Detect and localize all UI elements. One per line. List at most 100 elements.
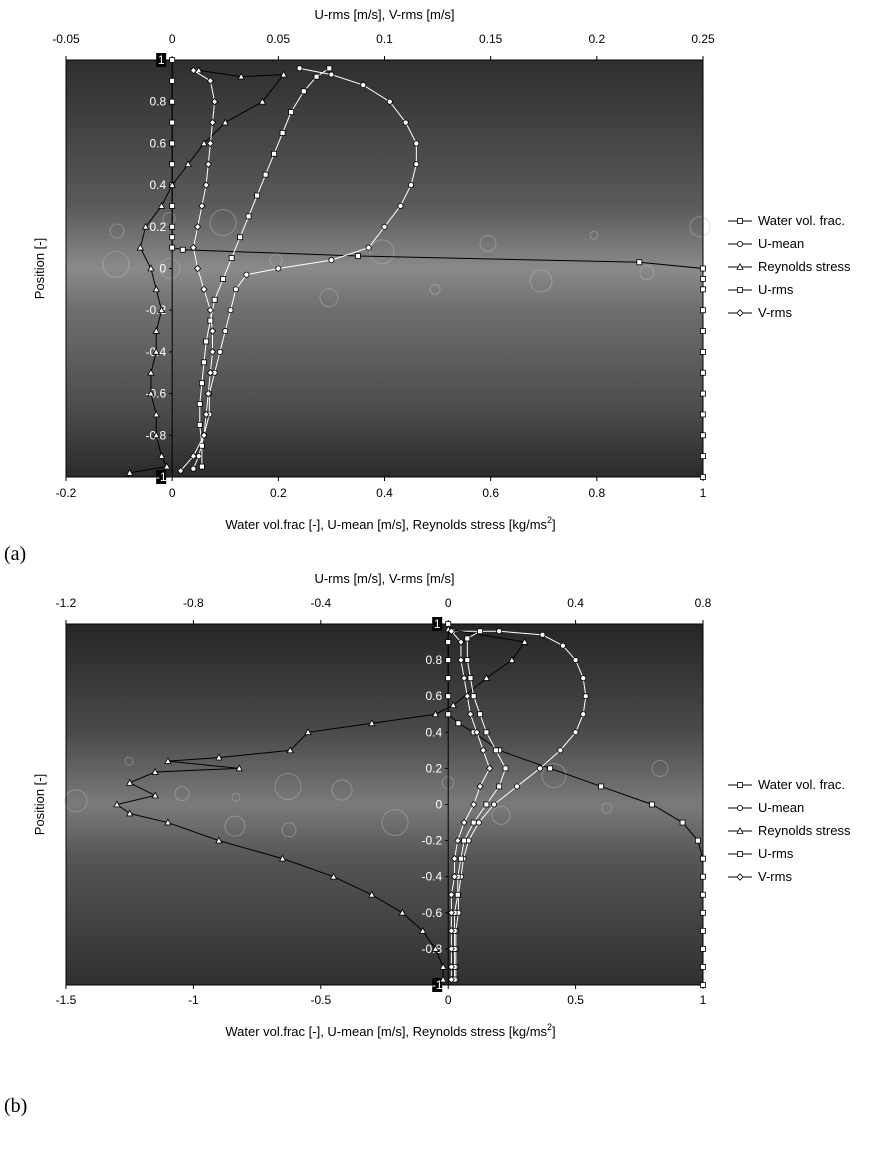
data-point bbox=[475, 819, 482, 826]
data-point bbox=[278, 854, 287, 862]
data-point bbox=[126, 809, 134, 817]
y-tick-box bbox=[156, 53, 167, 67]
data-point bbox=[464, 657, 471, 663]
bubble bbox=[331, 779, 353, 801]
data-point bbox=[649, 801, 655, 808]
data-point bbox=[164, 757, 172, 764]
data-point bbox=[215, 753, 223, 761]
data-point bbox=[439, 975, 447, 983]
data-point bbox=[476, 782, 484, 791]
series-u-mean bbox=[190, 65, 420, 472]
data-point bbox=[486, 764, 494, 773]
series-u-rms bbox=[451, 628, 509, 983]
bubble bbox=[529, 269, 553, 293]
data-point bbox=[493, 747, 499, 754]
data-point bbox=[152, 410, 160, 418]
bubble bbox=[281, 822, 297, 838]
data-point bbox=[220, 276, 227, 282]
photo-background bbox=[66, 624, 703, 985]
data-point bbox=[582, 693, 589, 700]
data-point bbox=[439, 962, 447, 970]
data-point bbox=[700, 855, 706, 862]
panel-label: (a) bbox=[4, 543, 26, 565]
data-point bbox=[695, 837, 701, 844]
data-point bbox=[447, 927, 455, 935]
bottom-tick-label: 0.6 bbox=[482, 486, 499, 500]
data-point bbox=[447, 945, 455, 953]
bubble bbox=[651, 759, 669, 777]
data-point bbox=[470, 819, 477, 826]
data-point bbox=[700, 982, 706, 988]
bubble bbox=[209, 209, 237, 237]
data-point bbox=[466, 710, 475, 719]
top-tick-label: 0.4 bbox=[567, 596, 584, 610]
bottom-tick-label: 0.8 bbox=[588, 486, 605, 500]
data-point bbox=[520, 638, 529, 645]
data-point bbox=[580, 675, 587, 682]
data-point bbox=[208, 118, 217, 127]
y-tick-box bbox=[432, 617, 443, 631]
data-point bbox=[326, 65, 333, 72]
data-point bbox=[700, 286, 706, 293]
y-tick-label: -1 bbox=[156, 470, 167, 484]
legend-label: U-rms bbox=[758, 282, 794, 297]
data-point bbox=[458, 855, 464, 862]
bottom-tick-label: 1 bbox=[700, 486, 707, 500]
data-point bbox=[222, 328, 229, 335]
data-point bbox=[419, 926, 427, 934]
data-point bbox=[445, 693, 452, 700]
bottom-tick-label: 0.4 bbox=[376, 486, 393, 500]
data-point bbox=[300, 88, 307, 95]
data-point bbox=[206, 306, 214, 314]
top-tick-label: -1.2 bbox=[56, 596, 77, 610]
data-point bbox=[207, 317, 214, 324]
data-point bbox=[157, 306, 166, 314]
data-point bbox=[700, 390, 706, 397]
data-point bbox=[169, 223, 176, 230]
data-point bbox=[206, 77, 214, 85]
data-point bbox=[152, 431, 160, 439]
data-point bbox=[447, 963, 455, 971]
data-point bbox=[445, 675, 452, 682]
data-point bbox=[496, 628, 503, 635]
data-point bbox=[460, 674, 468, 682]
data-point bbox=[454, 836, 462, 845]
legend-marker bbox=[737, 851, 743, 857]
data-point bbox=[700, 891, 706, 898]
bottom-tick-label: -1.5 bbox=[56, 993, 77, 1007]
data-point bbox=[196, 421, 203, 428]
top-tick-label: 0.05 bbox=[267, 32, 291, 46]
data-point bbox=[194, 223, 202, 231]
top-tick-label: 0.25 bbox=[691, 32, 715, 46]
data-point bbox=[447, 890, 455, 899]
y-tick-label: -1 bbox=[432, 978, 443, 992]
data-point bbox=[279, 70, 288, 78]
bottom-axis-label: Water vol.frac [-], U-mean [m/s], Reynol… bbox=[225, 1022, 555, 1039]
data-point bbox=[700, 474, 706, 480]
data-point bbox=[141, 222, 150, 230]
data-point bbox=[157, 201, 166, 209]
data-point bbox=[200, 431, 208, 440]
legend-item-u-mean: U-mean bbox=[728, 236, 804, 251]
data-point bbox=[491, 801, 498, 808]
bubble bbox=[689, 216, 711, 238]
data-point bbox=[539, 631, 546, 638]
data-point bbox=[179, 246, 186, 253]
data-point bbox=[189, 243, 197, 252]
bottom-tick-label: 0 bbox=[169, 486, 176, 500]
data-point bbox=[368, 719, 376, 727]
top-tick-label: -0.8 bbox=[183, 596, 204, 610]
y-tick-box bbox=[156, 470, 167, 484]
data-point bbox=[245, 213, 252, 220]
data-point bbox=[381, 223, 388, 230]
legend: Water vol. frac. U-mean Reynolds stress U-r… bbox=[728, 777, 851, 884]
y-tick-label: 0.8 bbox=[426, 653, 443, 667]
data-point bbox=[464, 635, 471, 642]
data-point bbox=[136, 243, 144, 251]
data-point bbox=[169, 161, 176, 168]
legend-marker bbox=[737, 287, 743, 293]
y-tick-label: 0.4 bbox=[149, 178, 166, 192]
data-point bbox=[279, 130, 286, 136]
bubble bbox=[162, 211, 176, 225]
